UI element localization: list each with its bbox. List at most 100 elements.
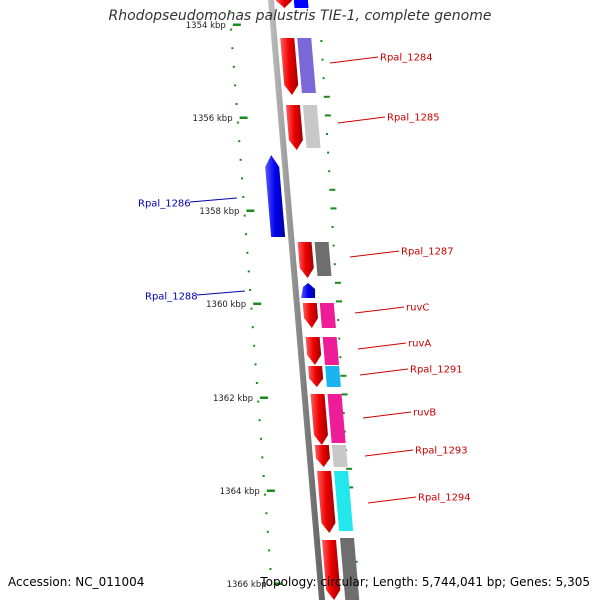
genome-backbone bbox=[268, 0, 325, 600]
minor-tick bbox=[342, 412, 345, 414]
minor-tick bbox=[269, 568, 272, 570]
gene-rpal-1286-leader bbox=[189, 197, 238, 203]
gene-ruvb-arrow[interactable] bbox=[310, 394, 328, 445]
minor-tick bbox=[333, 263, 336, 266]
gene-rpal-1285-arrow[interactable] bbox=[285, 105, 303, 150]
gene-rpal-1288-leader bbox=[196, 290, 246, 296]
minor-tick bbox=[321, 58, 324, 61]
category-box[interactable] bbox=[293, 0, 309, 8]
gene-rpal-1293-arrow[interactable] bbox=[314, 445, 330, 467]
gene-rpal-1294-category[interactable] bbox=[334, 471, 354, 531]
gene-rpal-1288-label[interactable]: Rpal_1288 bbox=[145, 292, 198, 303]
tick-label: 1362 kbp bbox=[213, 394, 253, 404]
gene-rpal-1294-label[interactable]: Rpal_1294 bbox=[418, 493, 471, 504]
minor-tick bbox=[331, 226, 334, 228]
minor-tick bbox=[253, 344, 256, 347]
minor-tick bbox=[324, 114, 331, 117]
minor-tick bbox=[228, 10, 231, 12]
gene-ruvc-label[interactable]: ruvC bbox=[406, 303, 429, 314]
minor-tick bbox=[322, 77, 325, 80]
minor-tick bbox=[262, 475, 265, 477]
gene-rpal-1285-category[interactable] bbox=[302, 105, 321, 148]
gene-ruva-label[interactable]: ruvA bbox=[408, 339, 431, 350]
gene-rpal-1284-leader bbox=[329, 56, 379, 64]
gene-ruva-leader bbox=[357, 342, 407, 350]
major-tick bbox=[239, 116, 248, 119]
gene-rpal-1284-arrow[interactable] bbox=[280, 38, 299, 95]
minor-tick bbox=[232, 65, 235, 68]
gene-ruva-arrow[interactable] bbox=[305, 337, 322, 365]
gene-ruvc-arrow[interactable] bbox=[302, 303, 319, 328]
gene-rpal-1291-label[interactable]: Rpal_1291 bbox=[410, 365, 463, 376]
minor-tick bbox=[323, 95, 330, 98]
minor-tick bbox=[240, 177, 243, 180]
gene-ruvb-leader bbox=[362, 411, 412, 419]
minor-tick bbox=[268, 549, 271, 552]
gene-rpal-1286-arrow[interactable] bbox=[265, 155, 286, 237]
minor-tick bbox=[330, 207, 337, 210]
minor-tick bbox=[341, 393, 348, 396]
gene-rpal-1286-label[interactable]: Rpal_1286 bbox=[138, 199, 191, 210]
gene-rpal-1285-label[interactable]: Rpal_1285 bbox=[387, 113, 440, 124]
tick-label: 1356 kbp bbox=[193, 114, 233, 124]
major-tick bbox=[232, 23, 241, 26]
minor-tick bbox=[340, 374, 347, 377]
minor-tick bbox=[249, 289, 252, 291]
gene-ruvc-category[interactable] bbox=[319, 303, 336, 328]
minor-tick bbox=[254, 363, 257, 366]
gene-rpal-1284-label[interactable]: Rpal_1284 bbox=[380, 53, 433, 64]
minor-tick bbox=[259, 437, 262, 440]
gene-rpal-1291-category[interactable] bbox=[325, 366, 341, 387]
minor-tick bbox=[238, 140, 241, 143]
minor-tick bbox=[261, 456, 264, 459]
minor-tick bbox=[235, 103, 238, 105]
minor-tick bbox=[338, 337, 341, 340]
gene-rpal-1294-leader bbox=[367, 496, 417, 504]
major-tick bbox=[273, 582, 282, 585]
minor-tick bbox=[239, 158, 242, 161]
accession-label: Accession: NC_011004 bbox=[8, 575, 145, 589]
minor-tick bbox=[336, 300, 343, 303]
minor-tick bbox=[347, 486, 354, 489]
gene-rpal-1287-category[interactable] bbox=[314, 242, 332, 276]
gene-arrow[interactable] bbox=[275, 0, 292, 8]
gene-rpal-1287-label[interactable]: Rpal_1287 bbox=[401, 247, 454, 258]
tick-label: 1358 kbp bbox=[199, 207, 239, 217]
minor-tick bbox=[339, 356, 342, 359]
gene-rpal-1293-label[interactable]: Rpal_1293 bbox=[415, 446, 468, 457]
gene-rpal-1293-category[interactable] bbox=[331, 445, 348, 467]
minor-tick bbox=[328, 170, 331, 173]
genome-title: Rhodopseudomonas palustris TIE-1, comple… bbox=[108, 8, 492, 24]
gene-rpal-1287-leader bbox=[349, 250, 400, 258]
minor-tick bbox=[236, 121, 239, 124]
tick-label: 1360 kbp bbox=[206, 300, 246, 310]
gene-ruvb-label[interactable]: ruvB bbox=[413, 408, 436, 419]
gene-ruva-category[interactable] bbox=[322, 337, 340, 365]
minor-tick bbox=[246, 251, 249, 254]
minor-tick bbox=[245, 233, 248, 236]
category-box[interactable] bbox=[340, 538, 360, 600]
tick-label: 1366 kbp bbox=[227, 580, 267, 590]
gene-ruvc-leader bbox=[354, 306, 405, 314]
major-tick bbox=[266, 489, 275, 492]
minor-tick bbox=[320, 40, 323, 42]
minor-tick bbox=[346, 467, 353, 470]
minor-tick bbox=[329, 188, 336, 191]
gene-rpal-1285-leader bbox=[337, 116, 386, 124]
gene-rpal-1287-arrow[interactable] bbox=[297, 242, 314, 278]
minor-tick bbox=[257, 400, 260, 403]
gene-rpal-1291-arrow[interactable] bbox=[308, 366, 324, 387]
gene-features bbox=[265, 0, 360, 600]
tick-label: 1364 kbp bbox=[220, 487, 260, 497]
minor-tick bbox=[243, 214, 246, 217]
minor-tick bbox=[264, 493, 267, 496]
gene-rpal-1294-arrow[interactable] bbox=[317, 471, 336, 533]
minor-tick bbox=[325, 133, 328, 135]
minor-tick bbox=[258, 419, 261, 422]
minor-tick bbox=[251, 326, 254, 329]
gene-ruvb-category[interactable] bbox=[327, 394, 346, 443]
gene-arrow[interactable] bbox=[322, 540, 341, 600]
minor-tick bbox=[230, 28, 233, 31]
gene-rpal-1288-arrow[interactable] bbox=[301, 283, 316, 298]
gene-rpal-1284-category[interactable] bbox=[297, 38, 316, 93]
